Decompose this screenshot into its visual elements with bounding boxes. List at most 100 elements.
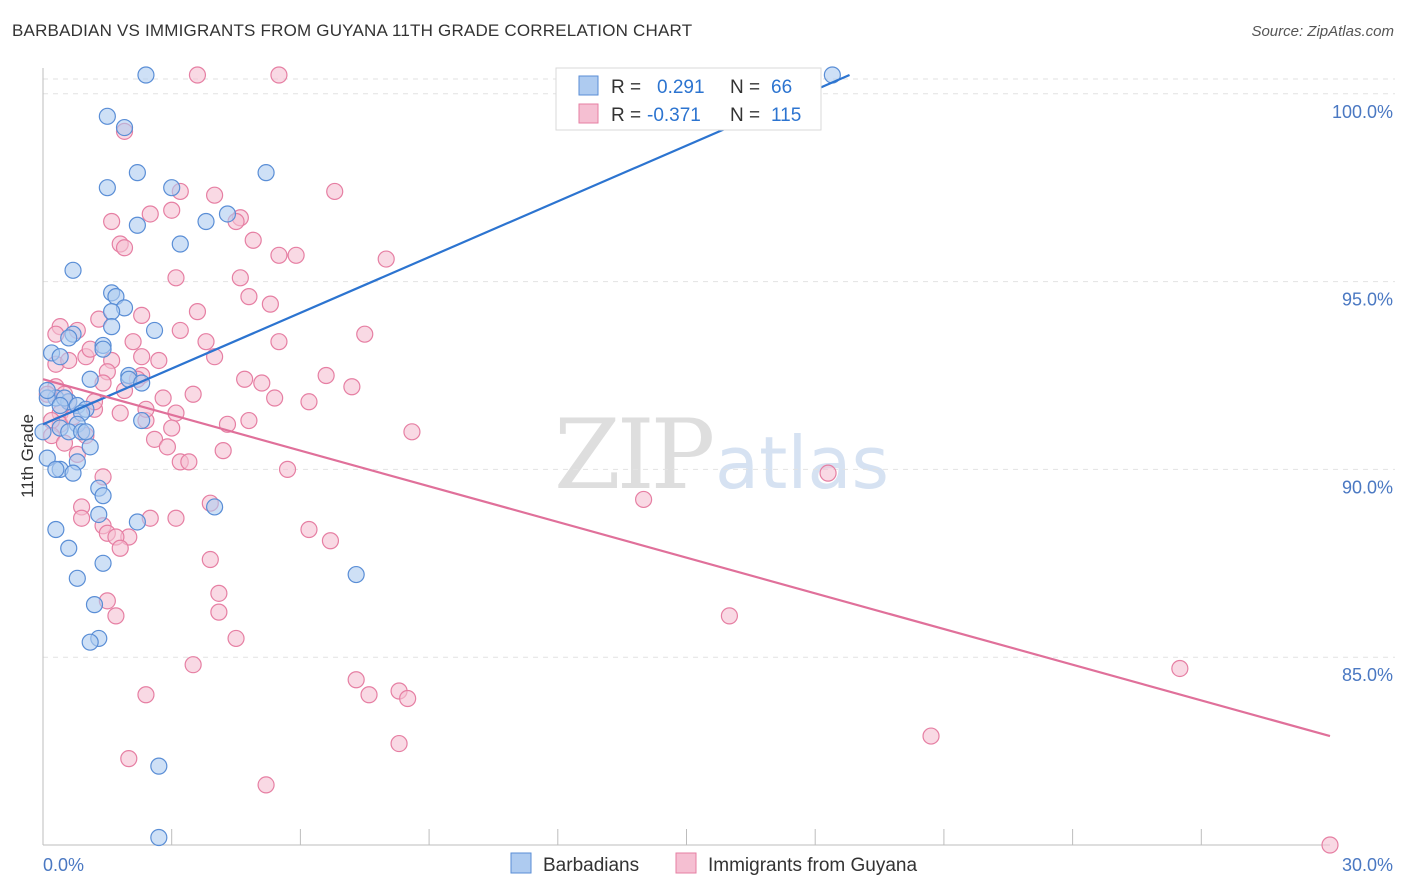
point-guyana[interactable]: [184, 656, 202, 674]
point-guyana[interactable]: [154, 389, 172, 407]
point-guyana[interactable]: [180, 453, 198, 471]
point-guyana[interactable]: [158, 438, 177, 456]
point-guyana[interactable]: [120, 750, 138, 768]
point-guyana[interactable]: [188, 66, 207, 84]
point-guyana[interactable]: [124, 333, 142, 351]
point-guyana[interactable]: [150, 351, 168, 370]
legend-item-barbadians[interactable]: Barbadians: [510, 852, 639, 876]
point-guyana[interactable]: [141, 205, 159, 223]
point-guyana[interactable]: [390, 734, 408, 753]
point-guyana[interactable]: [270, 246, 288, 264]
point-guyana[interactable]: [163, 419, 181, 437]
point-guyana[interactable]: [137, 686, 155, 704]
point-guyana[interactable]: [107, 607, 125, 625]
point-guyana[interactable]: [240, 288, 258, 306]
point-guyana[interactable]: [321, 532, 340, 550]
point-guyana[interactable]: [90, 310, 108, 328]
point-barbadians[interactable]: [47, 460, 65, 478]
point-barbadians[interactable]: [347, 565, 365, 584]
point-barbadians[interactable]: [85, 596, 104, 614]
point-barbadians[interactable]: [38, 381, 56, 400]
point-barbadians[interactable]: [128, 216, 146, 234]
point-guyana[interactable]: [343, 378, 361, 396]
point-barbadians[interactable]: [103, 318, 121, 336]
point-barbadians[interactable]: [47, 520, 65, 539]
point-barbadians[interactable]: [137, 66, 155, 84]
point-guyana[interactable]: [210, 584, 228, 602]
point-guyana[interactable]: [922, 727, 940, 745]
point-guyana[interactable]: [1171, 659, 1189, 678]
point-barbadians[interactable]: [150, 828, 168, 847]
point-barbadians[interactable]: [77, 423, 95, 441]
point-guyana[interactable]: [111, 404, 129, 422]
point-barbadians[interactable]: [51, 396, 69, 415]
point-guyana[interactable]: [403, 423, 421, 441]
point-guyana[interactable]: [171, 321, 189, 340]
point-guyana[interactable]: [399, 689, 417, 708]
point-guyana[interactable]: [227, 629, 245, 648]
legend-item-guyana[interactable]: Immigrants from Guyana: [675, 852, 917, 876]
point-barbadians[interactable]: [197, 212, 215, 231]
point-guyana[interactable]: [145, 430, 164, 448]
point-guyana[interactable]: [197, 333, 215, 351]
point-guyana[interactable]: [287, 246, 305, 264]
point-guyana[interactable]: [167, 509, 185, 527]
point-guyana[interactable]: [103, 212, 121, 231]
point-guyana[interactable]: [326, 182, 344, 201]
point-guyana[interactable]: [244, 231, 262, 249]
point-guyana[interactable]: [115, 239, 134, 257]
point-guyana[interactable]: [236, 370, 254, 388]
point-guyana[interactable]: [214, 442, 232, 460]
point-guyana[interactable]: [184, 385, 202, 403]
point-guyana[interactable]: [240, 411, 258, 430]
point-barbadians[interactable]: [218, 205, 237, 223]
point-guyana[interactable]: [356, 325, 374, 343]
point-guyana[interactable]: [210, 603, 228, 621]
point-guyana[interactable]: [300, 393, 318, 411]
point-barbadians[interactable]: [171, 235, 189, 253]
point-guyana[interactable]: [270, 333, 288, 351]
point-barbadians[interactable]: [133, 411, 151, 430]
point-guyana[interactable]: [73, 509, 91, 527]
point-guyana[interactable]: [167, 269, 185, 287]
point-guyana[interactable]: [188, 303, 207, 321]
point-barbadians[interactable]: [60, 539, 78, 557]
point-barbadians[interactable]: [128, 164, 146, 182]
point-guyana[interactable]: [317, 366, 335, 385]
point-barbadians[interactable]: [103, 303, 121, 321]
point-barbadians[interactable]: [128, 513, 146, 531]
point-barbadians[interactable]: [98, 107, 116, 125]
point-guyana[interactable]: [270, 66, 288, 84]
point-barbadians[interactable]: [51, 348, 69, 366]
point-barbadians[interactable]: [94, 554, 112, 572]
point-barbadians[interactable]: [145, 321, 164, 340]
point-barbadians[interactable]: [90, 505, 108, 524]
point-guyana[interactable]: [111, 539, 129, 557]
point-guyana[interactable]: [377, 250, 395, 268]
point-guyana[interactable]: [253, 374, 271, 392]
point-barbadians[interactable]: [60, 329, 78, 347]
point-barbadians[interactable]: [98, 179, 116, 197]
point-barbadians[interactable]: [81, 370, 99, 388]
point-barbadians[interactable]: [206, 498, 224, 516]
point-guyana[interactable]: [634, 490, 653, 509]
point-guyana[interactable]: [133, 348, 151, 366]
point-guyana[interactable]: [133, 306, 151, 324]
point-guyana[interactable]: [278, 460, 297, 478]
point-barbadians[interactable]: [68, 569, 86, 587]
point-guyana[interactable]: [347, 671, 365, 689]
point-guyana[interactable]: [206, 186, 224, 204]
point-barbadians[interactable]: [94, 487, 112, 505]
point-barbadians[interactable]: [94, 340, 112, 358]
point-guyana[interactable]: [261, 295, 279, 313]
point-guyana[interactable]: [257, 776, 275, 794]
point-guyana[interactable]: [1321, 836, 1339, 854]
point-barbadians[interactable]: [257, 164, 275, 182]
point-guyana[interactable]: [163, 201, 181, 219]
point-guyana[interactable]: [360, 686, 378, 704]
point-guyana[interactable]: [300, 520, 318, 539]
point-barbadians[interactable]: [81, 438, 99, 456]
point-guyana[interactable]: [266, 389, 284, 407]
point-barbadians[interactable]: [115, 118, 134, 137]
point-guyana[interactable]: [819, 464, 837, 482]
